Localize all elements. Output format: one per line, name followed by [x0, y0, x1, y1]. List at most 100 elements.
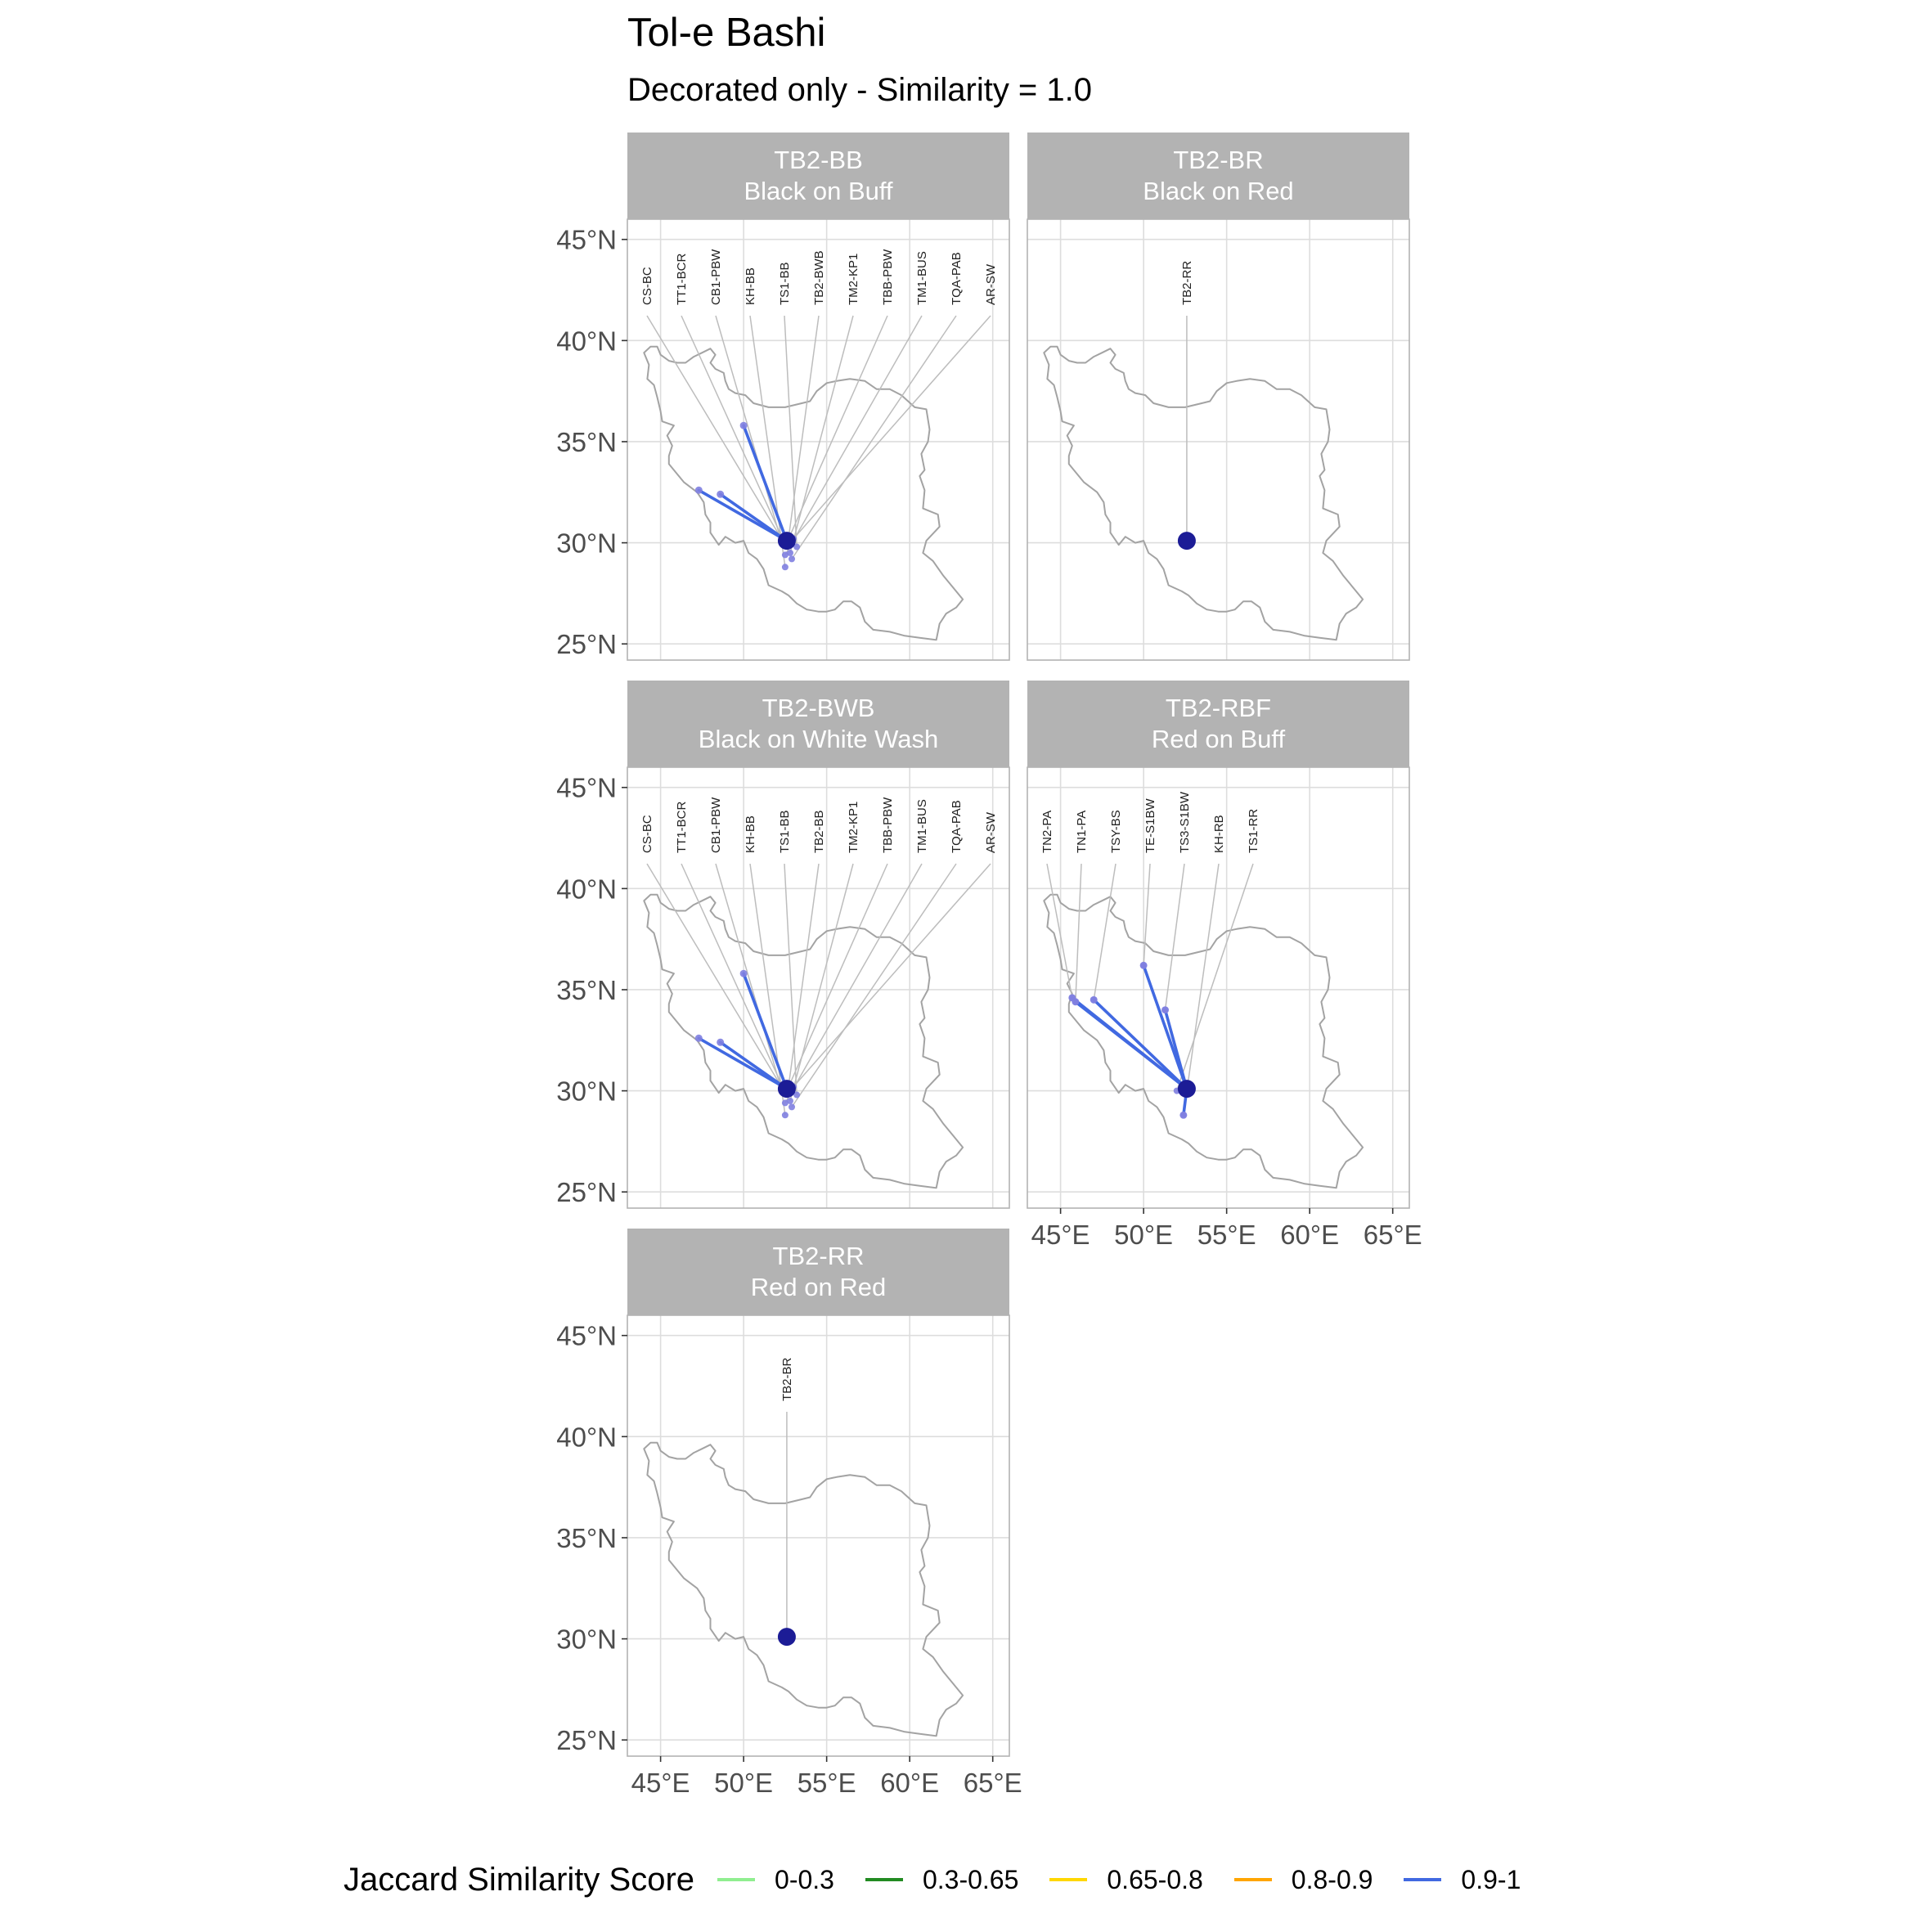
legend-label: 0.8-0.9 [1291, 1864, 1373, 1894]
facet-panel: TB2-BB Black on Buff CS-BC TT1-BCR CB1-PBW KH… [556, 133, 1010, 661]
legend-title: Jaccard Similarity Score [344, 1861, 695, 1898]
focal-site-point [777, 1080, 796, 1099]
facet-strip-name: Black on Red [1143, 177, 1293, 205]
site-label: TB2-BB [812, 810, 826, 853]
x-tick-label: 50°E [714, 1768, 773, 1798]
site-label: TB2-BWB [812, 250, 826, 305]
label-leader [646, 863, 786, 1094]
label-leader [784, 315, 798, 547]
facet-strip [1027, 133, 1409, 219]
legend-item: 0.9-1 [1404, 1865, 1521, 1895]
legend-label: 0.65-0.8 [1107, 1864, 1203, 1894]
site-label: TBB-PBW [881, 797, 895, 853]
country-outline [643, 345, 964, 641]
label-leader [646, 315, 786, 546]
site-label: TS3-S1BW [1178, 791, 1192, 853]
panel-frame [627, 1314, 1010, 1757]
site-point [789, 555, 796, 563]
legend-item: 0.3-0.65 [865, 1865, 1018, 1895]
legend-swatch [865, 1878, 903, 1881]
site-label: TE-S1BW [1143, 798, 1157, 853]
site-label: TN2-PA [1040, 811, 1054, 853]
label-leader [1075, 863, 1082, 1002]
site-label: KH-RB [1212, 815, 1226, 853]
label-leader [715, 863, 783, 1091]
facet-strip [627, 1229, 1009, 1315]
facet-strip-id: TB2-BR [1173, 146, 1263, 174]
site-label: TQA-PAB [950, 252, 964, 305]
similarity-link [742, 424, 789, 542]
legend-label: 0.3-0.65 [922, 1864, 1019, 1894]
focal-site-point [777, 532, 796, 550]
label-leader [784, 863, 923, 1103]
facet-panel: TB2-RBF Red on Buff TN2-PA TN1-PA TSY-BS TE-S… [1027, 681, 1422, 1250]
label-leader [1143, 863, 1151, 966]
legend-item: 0.8-0.9 [1233, 1864, 1373, 1895]
site-point [786, 1097, 793, 1104]
y-tick-label: 30°N [556, 1076, 617, 1107]
site-label: TN1-PA [1075, 811, 1089, 853]
site-label: TS1-BB [778, 810, 792, 853]
y-tick-label: 30°N [556, 1624, 617, 1655]
label-leader [786, 863, 888, 1091]
label-leader [1046, 863, 1073, 999]
facet-strip-id: TB2-BB [774, 146, 863, 174]
linked-site-point [739, 421, 748, 429]
label-leader [791, 863, 957, 1108]
site-point [781, 1099, 789, 1107]
y-tick-label: 45°N [556, 773, 617, 803]
linked-site-point [739, 969, 748, 977]
label-leader [1093, 863, 1117, 1000]
facet-strip-name: Red on Buff [1152, 725, 1286, 753]
site-point [1072, 998, 1079, 1005]
x-tick-label: 55°E [798, 1768, 856, 1798]
y-tick-label: 25°N [556, 1177, 617, 1207]
y-tick-label: 25°N [556, 629, 617, 659]
site-label: TT1-BCR [675, 254, 689, 306]
site-point [1161, 1006, 1169, 1013]
facet-strip-id: TB2-RR [773, 1242, 865, 1270]
country-outline [643, 893, 964, 1189]
linked-site-point [694, 1034, 703, 1042]
x-tick-label: 60°E [1280, 1220, 1339, 1250]
facet-strip-name: Red on Red [751, 1273, 886, 1301]
y-tick-label: 30°N [556, 528, 617, 559]
y-tick-label: 40°N [556, 874, 617, 904]
panel-frame [627, 766, 1010, 1209]
y-tick-label: 40°N [556, 1422, 617, 1452]
site-point [781, 551, 789, 559]
focal-site-point [1177, 532, 1196, 550]
facet-panel: TB2-BR Black on Red TB2-RR [1027, 133, 1410, 661]
legend: Jaccard Similarity Score 0-0.3 0.3-0.65 … [344, 1855, 1552, 1904]
facet-strip [627, 681, 1009, 767]
x-tick-label: 60°E [880, 1768, 939, 1798]
similarity-link [1142, 964, 1188, 1090]
panel-frame [627, 218, 1010, 661]
legend-item: 0.65-0.8 [1049, 1864, 1203, 1895]
linked-site-point [717, 1038, 725, 1046]
x-tick-label: 50°E [1114, 1220, 1173, 1250]
legend-swatch [1404, 1878, 1442, 1881]
legend-swatch [1233, 1878, 1272, 1881]
facet-strip [627, 133, 1009, 219]
site-label: TQA-PAB [950, 800, 964, 853]
site-label: TBB-PBW [881, 249, 895, 305]
y-tick-label: 40°N [556, 326, 617, 356]
label-leader [1164, 863, 1185, 1010]
site-point [786, 549, 793, 556]
site-label: TS1-RR [1247, 809, 1260, 853]
y-tick-label: 35°N [556, 1523, 617, 1553]
legend-item: 0-0.3 [717, 1865, 834, 1895]
site-label: TM2-KP1 [847, 802, 860, 853]
facet-panel: TB2-RR Red on Red TB2-BR 25°N 30°N 35°N 40°N 45… [556, 1229, 1022, 1798]
label-leader [793, 863, 991, 1088]
site-point [1090, 996, 1098, 1004]
site-point [793, 1091, 801, 1099]
label-leader [788, 863, 820, 1087]
y-tick-label: 45°N [556, 1321, 617, 1351]
y-tick-label: 25°N [556, 1725, 617, 1755]
site-label: TS1-BB [778, 262, 792, 305]
legend-label: 0.9-1 [1461, 1864, 1521, 1894]
y-tick-label: 45°N [556, 225, 617, 255]
site-label: CS-BC [640, 815, 654, 853]
